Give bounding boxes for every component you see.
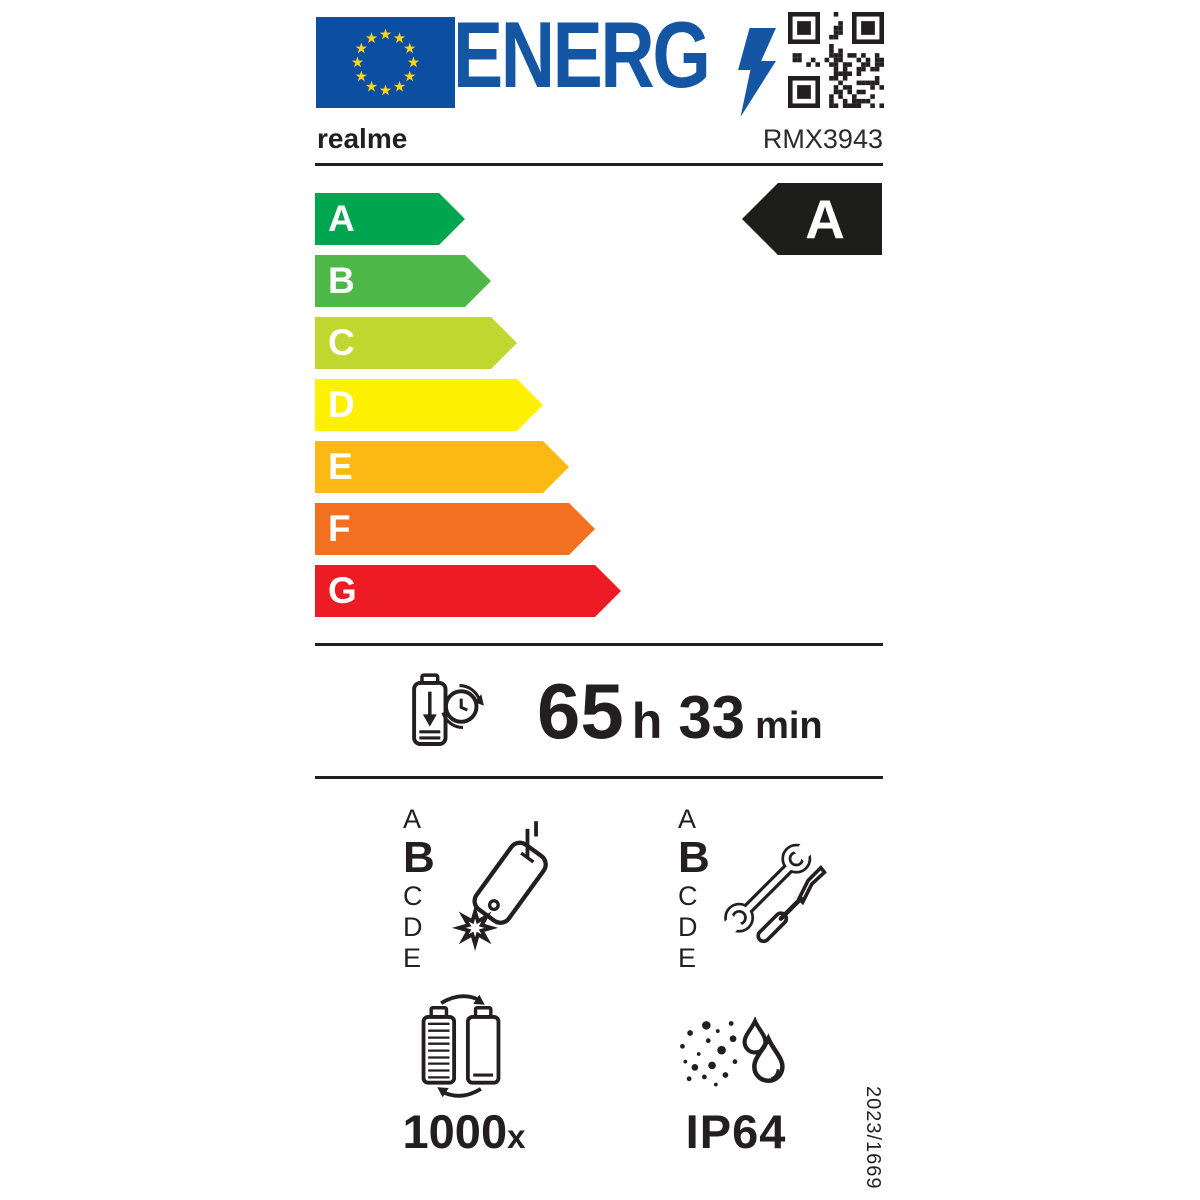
efficiency-class-label: F — [328, 508, 351, 549]
efficiency-class-label: G — [328, 570, 357, 611]
endurance-minutes-unit: min — [755, 705, 823, 747]
cycles-count: 1000 — [402, 1105, 508, 1158]
dust-water-protection-icon — [680, 1016, 785, 1087]
drop-resistance-scale: A B C D E — [403, 804, 435, 974]
scale-letter: E — [678, 943, 697, 973]
falling-phone-icon — [452, 821, 548, 951]
efficiency-class-arrow-g: G — [315, 565, 621, 617]
scale-letter: A — [403, 804, 422, 834]
efficiency-class-label: B — [328, 260, 355, 301]
efficiency-class-arrow-b: B — [315, 255, 491, 307]
energy-logo-text: ENERG — [453, 2, 711, 107]
endurance-hours: 65 — [537, 667, 624, 755]
efficiency-class-arrow-d: D — [315, 379, 543, 431]
efficiency-class-arrow-c: C — [315, 317, 517, 369]
efficiency-class-arrow-e: E — [315, 441, 569, 493]
rating-indicator-letter: A — [805, 188, 845, 250]
efficiency-class-label: A — [328, 198, 355, 239]
scale-letter: D — [403, 912, 423, 942]
eu-flag — [316, 17, 455, 108]
dust-particles — [680, 1021, 738, 1087]
efficiency-class-label: C — [328, 322, 355, 363]
battery-cycles-icon — [421, 994, 501, 1098]
qr-code — [788, 12, 884, 108]
repairability-scale: A B C D E — [678, 804, 710, 974]
efficiency-class-label: D — [328, 384, 355, 425]
lightning-bolt-icon — [738, 28, 777, 117]
efficiency-class-arrow-f: F — [315, 503, 595, 555]
cycles-suffix: x — [507, 1118, 526, 1155]
model-number: RMX3943 — [762, 124, 883, 154]
scale-letter: E — [403, 943, 422, 973]
ip-rating: IP64 — [685, 1105, 787, 1158]
rating-indicator-arrow: A — [742, 183, 882, 255]
energy-logo: ENERG — [453, 2, 777, 117]
eu-energy-label: ENERG realme RMX3943 A B C D E F G A — [315, 0, 884, 1200]
regulation-number: 2023/1669 — [862, 1086, 884, 1190]
scale-letter: B — [678, 833, 710, 882]
label-header: ENERG realme RMX3943 — [315, 0, 884, 166]
efficiency-scale: A B C D E F G — [315, 193, 621, 627]
battery-cycles-value: 1000x — [394, 1108, 534, 1156]
efficiency-class-label: E — [328, 446, 353, 487]
scale-letter: D — [678, 912, 698, 942]
scale-letter: C — [403, 881, 423, 911]
battery-endurance-value: 65 h 33 min — [537, 672, 823, 750]
scale-letter: B — [403, 833, 435, 882]
battery-endurance-icon — [412, 673, 484, 746]
scale-letter: C — [678, 881, 698, 911]
divider — [315, 776, 883, 779]
brand-row: realme RMX3943 — [317, 123, 883, 155]
scale-letter: A — [678, 804, 697, 834]
brand-name: realme — [317, 123, 408, 154]
repair-tools-icon — [722, 841, 827, 944]
efficiency-class-arrow-a: A — [315, 193, 465, 245]
endurance-minutes: 33 — [678, 684, 746, 751]
endurance-hours-unit: h — [631, 693, 663, 749]
divider — [315, 643, 883, 646]
